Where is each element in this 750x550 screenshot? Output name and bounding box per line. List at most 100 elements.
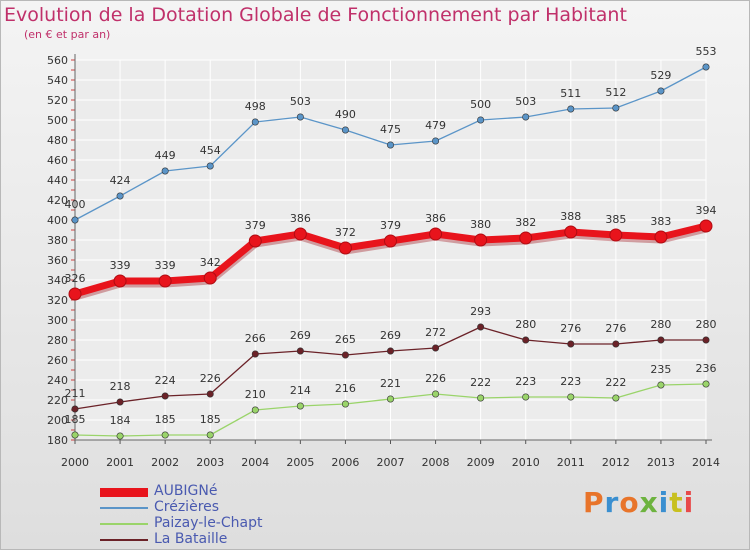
data-label: 386 [425,212,446,225]
data-point [113,274,127,288]
legend-swatch [100,539,148,541]
legend-swatch [100,488,148,497]
data-label: 222 [605,376,626,389]
y-tick-label: 220 [47,394,68,407]
data-label: 185 [155,413,176,426]
y-tick-label: 520 [47,94,68,107]
data-point [522,393,530,401]
data-label: 184 [110,414,131,427]
data-point [429,227,443,241]
data-label: 280 [650,318,671,331]
data-point [206,162,214,170]
x-tick-label: 2003 [196,456,224,469]
data-label: 475 [380,123,401,136]
data-label: 512 [605,86,626,99]
x-tick-label: 2012 [602,456,630,469]
data-label: 379 [245,219,266,232]
x-tick-label: 2013 [647,456,675,469]
data-point [71,405,79,413]
data-point [341,400,349,408]
y-tick-label: 460 [47,154,68,167]
data-label: 490 [335,108,356,121]
data-point [293,227,307,241]
data-point [609,228,623,242]
data-point [203,271,217,285]
chart-subtitle: (en € et par an) [24,28,111,41]
legend-item: Crézières [100,499,400,516]
data-point [477,323,485,331]
data-point [341,126,349,134]
data-label: 276 [560,322,581,335]
data-point [341,351,349,359]
data-point [296,402,304,410]
data-point [206,390,214,398]
legend-item: Paizay-le-Chapt [100,515,400,532]
data-label: 503 [515,95,536,108]
data-point [71,431,79,439]
data-point [477,394,485,402]
grid [74,59,707,441]
x-tick-label: 2006 [331,456,359,469]
data-label: 339 [110,259,131,272]
data-label: 293 [470,305,491,318]
y-tick-label: 540 [47,74,68,87]
legend-label: Crézières [154,499,220,515]
data-label: 269 [380,329,401,342]
data-point [116,432,124,440]
x-tick-label: 2004 [241,456,269,469]
x-tick-label: 2000 [61,456,89,469]
data-point [702,63,710,71]
y-tick-label: 360 [47,254,68,267]
data-point [519,231,533,245]
logo-letter: P [583,486,605,519]
y-tick-label: 340 [47,274,68,287]
data-point [386,141,394,149]
y-tick-label: 280 [47,334,68,347]
data-label: 265 [335,333,356,346]
data-point [296,113,304,121]
data-label: 498 [245,100,266,113]
data-label: 211 [65,387,86,400]
data-label: 216 [335,382,356,395]
data-point [432,137,440,145]
data-point [567,105,575,113]
data-point [612,340,620,348]
data-label: 223 [560,375,581,388]
data-point [567,393,575,401]
data-point [654,230,668,244]
y-tick-label: 440 [47,174,68,187]
legend-swatch [100,507,148,509]
data-point [158,274,172,288]
y-tick-label: 260 [47,354,68,367]
series [68,63,713,440]
legend-label: La Bataille [154,531,228,547]
data-label: 339 [155,259,176,272]
legend-swatch [100,523,148,525]
data-point [432,344,440,352]
x-tick-label: 2002 [151,456,179,469]
data-point [338,241,352,255]
x-tick-label: 2014 [692,456,720,469]
data-point [657,87,665,95]
chart-title: Evolution de la Dotation Globale de Fonc… [4,4,627,26]
logo-letter: i [658,486,670,519]
x-tick-label: 2010 [512,456,540,469]
data-point [206,431,214,439]
data-label: 454 [200,144,221,157]
data-point [161,167,169,175]
logo-letter: r [604,486,620,519]
data-label: 449 [155,149,176,162]
data-point [251,118,259,126]
x-tick-label: 2005 [286,456,314,469]
data-point [71,216,79,224]
data-label: 385 [605,213,626,226]
data-point [564,225,578,239]
data-label: 185 [200,413,221,426]
y-tick-label: 180 [47,434,68,447]
data-label: 383 [650,215,671,228]
data-label: 380 [470,218,491,231]
data-point [161,392,169,400]
data-point [657,381,665,389]
y-tick-label: 400 [47,214,68,227]
data-label: 222 [470,376,491,389]
